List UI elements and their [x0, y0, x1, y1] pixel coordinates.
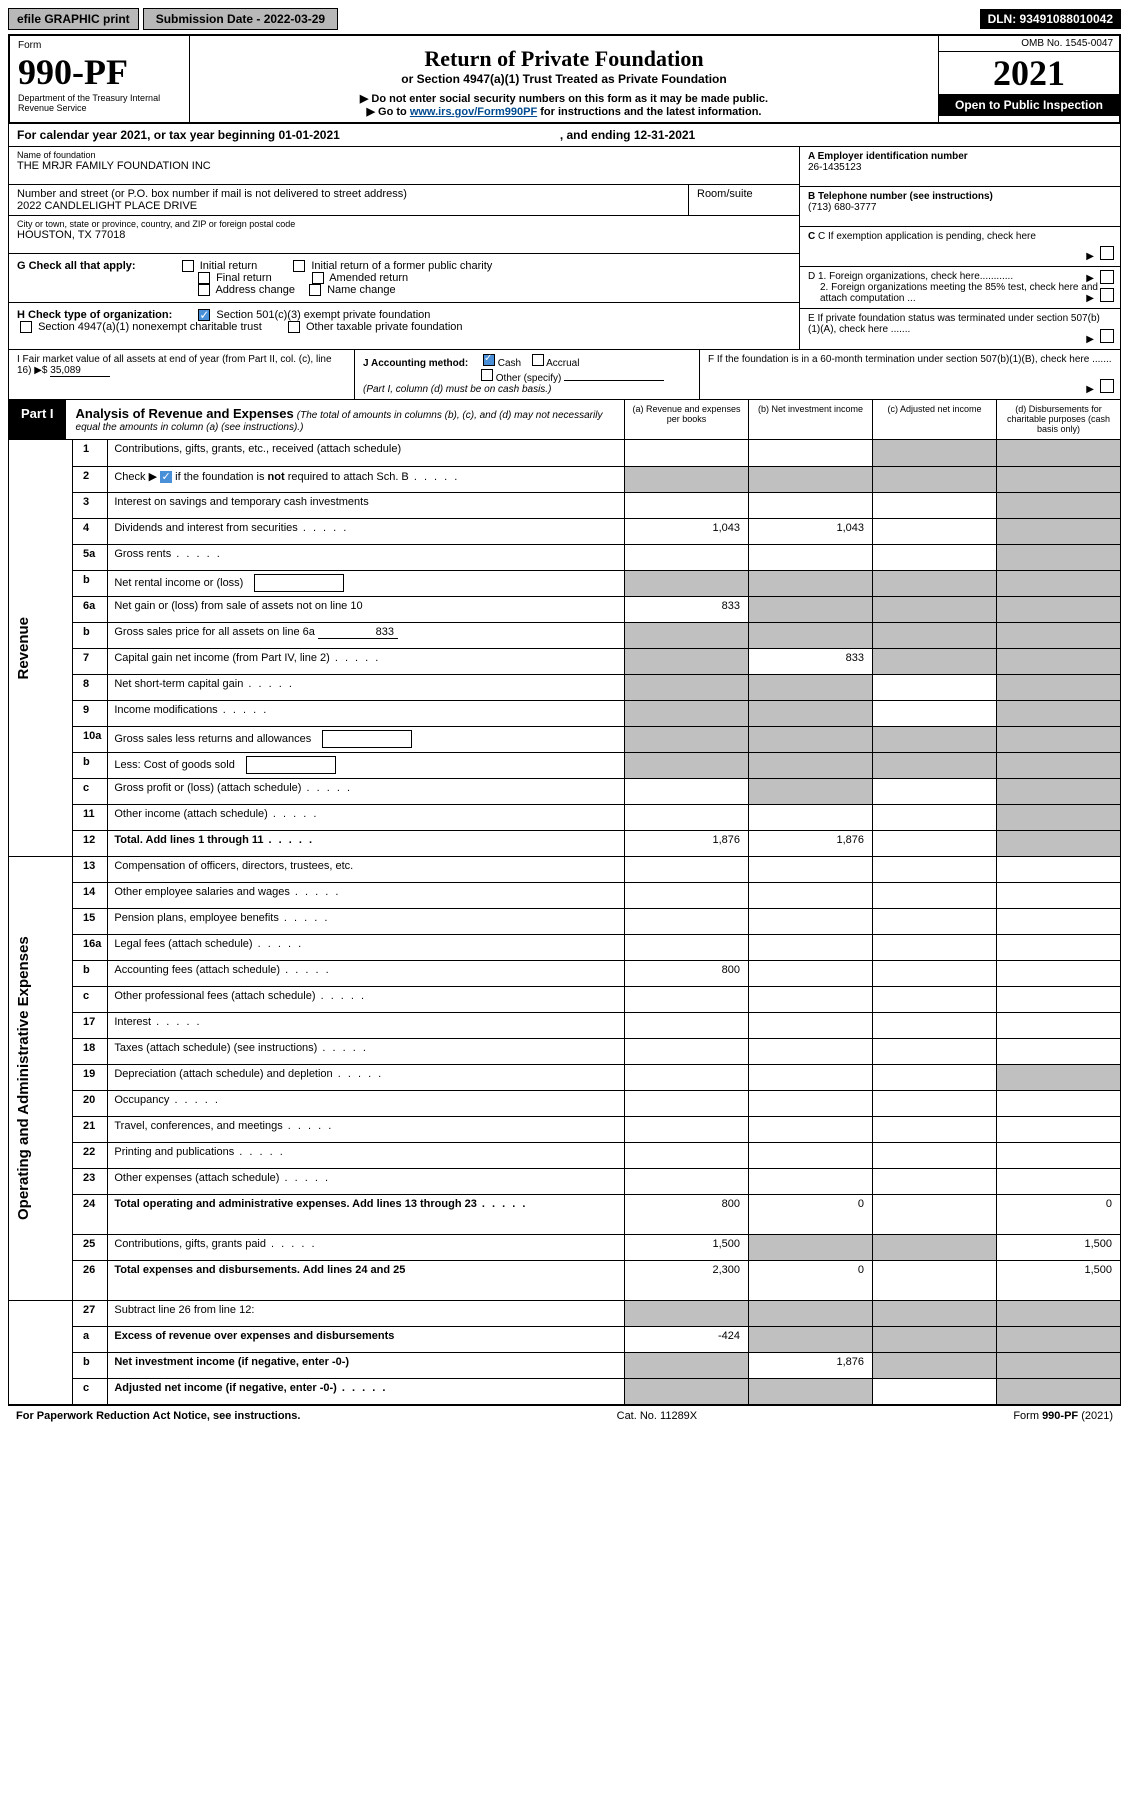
tel-label: B Telephone number (see instructions): [808, 191, 993, 202]
c-checkbox[interactable]: [1100, 246, 1114, 260]
omb: OMB No. 1545-0047: [939, 36, 1119, 52]
col-c: (c) Adjusted net income: [872, 400, 996, 439]
c-text: C If exemption application is pending, c…: [818, 231, 1036, 242]
dept: Department of the Treasury Internal Reve…: [18, 93, 181, 113]
city: HOUSTON, TX 77018: [17, 229, 791, 241]
tel: (713) 680-3777: [808, 202, 876, 213]
d1-checkbox[interactable]: [1100, 270, 1114, 284]
f-box: F If the foundation is in a 60-month ter…: [700, 350, 1120, 399]
e-checkbox[interactable]: [1100, 329, 1114, 343]
e-text: E If private foundation status was termi…: [808, 313, 1100, 335]
form-number: 990-PF: [18, 51, 181, 93]
subtitle1: or Section 4947(a)(1) Trust Treated as P…: [198, 72, 930, 86]
d1-text: D 1. Foreign organizations, check here..…: [808, 271, 1013, 282]
form-label: Form: [18, 40, 181, 51]
addr-label: Number and street (or P.O. box number if…: [17, 188, 680, 200]
f-checkbox[interactable]: [1100, 379, 1114, 393]
d2-checkbox[interactable]: [1100, 288, 1114, 302]
footer-mid: Cat. No. 11289X: [617, 1410, 698, 1422]
name-label: Name of foundation: [17, 150, 791, 160]
title: Return of Private Foundation: [198, 46, 930, 72]
calendar-year: For calendar year 2021, or tax year begi…: [17, 128, 340, 142]
footer-right: Form 990-PF (2021): [1013, 1410, 1113, 1422]
foundation-name: THE MRJR FAMILY FOUNDATION INC: [17, 160, 791, 172]
d2-text: 2. Foreign organizations meeting the 85%…: [808, 282, 1112, 304]
year: 2021: [939, 52, 1119, 94]
g-check: G Check all that apply: Initial return I…: [9, 254, 799, 303]
addr: 2022 CANDLELIGHT PLACE DRIVE: [17, 200, 680, 212]
fmv: I Fair market value of all assets at end…: [9, 350, 355, 399]
ein-label: A Employer identification number: [808, 151, 968, 162]
room-label: Room/suite: [697, 188, 791, 200]
sub2b: ▶ Go to: [367, 106, 410, 118]
part1-desc: Analysis of Revenue and Expenses (The to…: [66, 400, 624, 439]
sub2c: for instructions and the latest informat…: [537, 106, 761, 118]
open-inspection: Open to Public Inspection: [939, 94, 1119, 116]
sub2a: ▶ Do not enter social security numbers o…: [360, 93, 768, 105]
footer-left: For Paperwork Reduction Act Notice, see …: [16, 1410, 300, 1422]
city-label: City or town, state or province, country…: [17, 219, 791, 229]
main-table: Revenue1Contributions, gifts, grants, et…: [8, 440, 1121, 1405]
col-b: (b) Net investment income: [748, 400, 872, 439]
ein: 26-1435123: [808, 162, 861, 173]
efile-btn[interactable]: efile GRAPHIC print: [8, 8, 139, 30]
j-accounting: J Accounting method: ✓ Cash Accrual Othe…: [355, 350, 700, 399]
col-d: (d) Disbursements for charitable purpose…: [996, 400, 1120, 439]
dln: DLN: 93491088010042: [980, 9, 1121, 29]
h-check: H Check type of organization: Section 50…: [9, 303, 799, 339]
submission-date: Submission Date - 2022-03-29: [143, 8, 338, 30]
col-a: (a) Revenue and expenses per books: [624, 400, 748, 439]
part1-label: Part I: [9, 400, 66, 439]
calendar-ending: , and ending 12-31-2021: [560, 128, 695, 142]
irs-link[interactable]: www.irs.gov/Form990PF: [410, 106, 537, 118]
